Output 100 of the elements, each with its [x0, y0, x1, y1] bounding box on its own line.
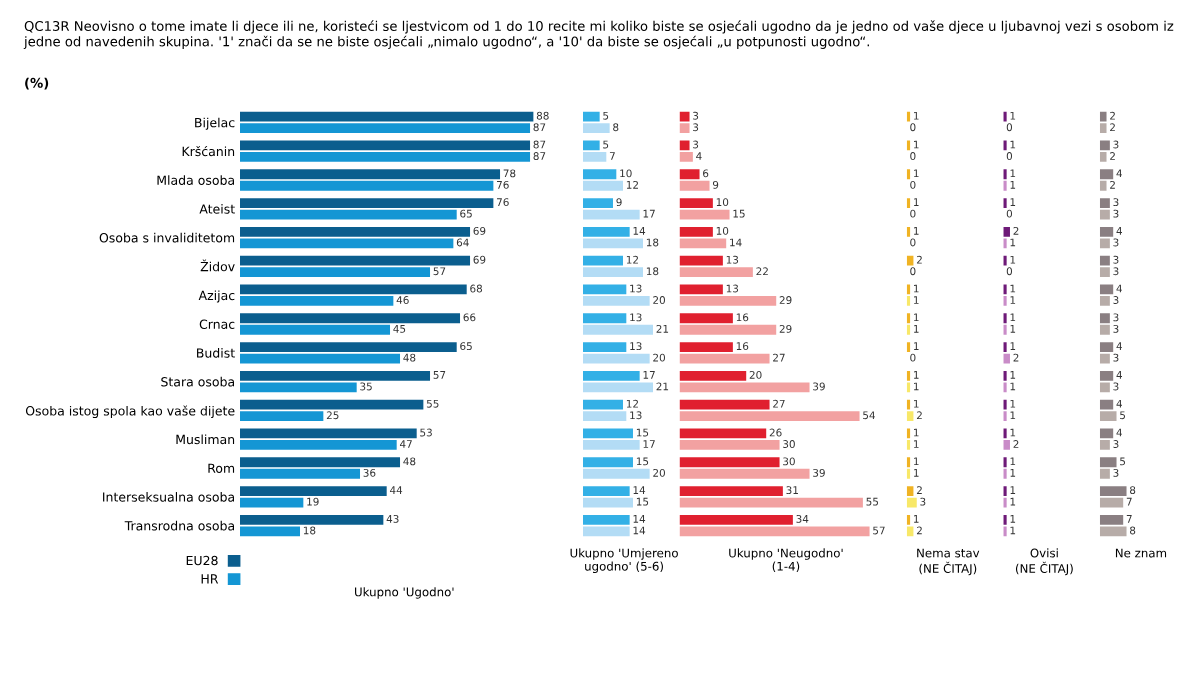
bar — [582, 342, 627, 352]
bar — [240, 486, 387, 496]
bar — [582, 284, 627, 295]
bar — [240, 428, 417, 439]
data-label: 3 — [1113, 324, 1119, 333]
data-label: 34 — [796, 514, 809, 523]
data-label: 3 — [1113, 255, 1119, 264]
bar — [240, 152, 531, 162]
data-label: 57 — [433, 371, 446, 379]
data-label: 10 — [716, 226, 729, 235]
data-label: 1 — [1010, 342, 1016, 350]
data-label: 18 — [646, 267, 659, 276]
data-label: 0 — [910, 238, 916, 247]
data-label: 0 — [910, 152, 916, 160]
bar — [240, 382, 357, 393]
bar — [240, 180, 494, 191]
bar — [1099, 226, 1114, 237]
bar — [679, 267, 753, 278]
bar — [679, 255, 723, 266]
data-label: 0 — [1006, 267, 1013, 276]
data-label: 1 — [1010, 255, 1016, 264]
bar — [1099, 209, 1110, 220]
data-label: 1 — [1010, 169, 1016, 178]
bar — [240, 313, 461, 324]
data-label: 5 — [1120, 457, 1126, 466]
data-label: 10 — [620, 169, 632, 178]
data-label: 1 — [914, 169, 919, 178]
data-label: 48 — [403, 353, 416, 362]
data-label: 4 — [1116, 227, 1123, 235]
bar — [1099, 152, 1107, 162]
bar — [679, 399, 770, 410]
data-label: 26 — [769, 428, 782, 437]
data-label: 4 — [1116, 399, 1123, 408]
data-label: 1 — [914, 284, 919, 293]
bar — [1099, 342, 1114, 352]
data-label: 2 — [916, 526, 922, 535]
data-label: 1 — [914, 111, 919, 120]
data-label: 1 — [1010, 371, 1016, 379]
bar — [679, 440, 780, 450]
data-label: 69 — [473, 255, 486, 264]
data-label: 35 — [360, 382, 372, 391]
bar — [240, 497, 304, 508]
bar — [240, 370, 431, 381]
bar — [582, 440, 640, 450]
y-tick-label: Budist — [197, 348, 235, 358]
bar — [240, 468, 361, 479]
data-label: 20 — [653, 468, 665, 477]
data-label: 13 — [630, 342, 642, 351]
y-tick-label: Židov — [200, 259, 235, 272]
data-label: 3 — [693, 123, 699, 132]
y-tick-label: Kršćanin — [182, 145, 235, 157]
data-label: 29 — [779, 324, 792, 333]
bar — [582, 140, 600, 151]
data-label: 20 — [749, 370, 762, 379]
bar — [1099, 123, 1107, 134]
data-label: 14 — [633, 526, 646, 535]
data-label: 16 — [736, 313, 749, 322]
data-label: 2 — [916, 255, 922, 264]
data-label: 57 — [873, 526, 885, 535]
data-label: 1 — [1010, 469, 1016, 477]
data-label: 4 — [1116, 342, 1123, 350]
data-label: 65 — [460, 209, 472, 218]
data-label: 9 — [712, 180, 719, 189]
bar — [1099, 382, 1110, 393]
data-label: 6 — [703, 169, 709, 178]
bar — [679, 382, 810, 393]
data-label: 12 — [626, 255, 638, 264]
bar — [679, 313, 733, 324]
y-tick-label: Transrodna osoba — [124, 520, 234, 531]
data-label: 47 — [399, 440, 412, 448]
data-label: 7 — [609, 152, 615, 160]
bar — [679, 226, 713, 237]
bar — [1099, 440, 1110, 450]
bar — [240, 209, 457, 220]
data-label: 25 — [326, 411, 339, 420]
data-label: 76 — [497, 180, 509, 189]
data-label: 13 — [630, 284, 642, 293]
data-label: 3 — [1113, 238, 1119, 247]
data-label: 1 — [1010, 238, 1016, 247]
data-label: 20 — [653, 296, 665, 304]
data-label: 66 — [463, 313, 476, 322]
legend-label: HR — [201, 574, 219, 584]
data-label: 76 — [497, 198, 509, 207]
y-tick-label: Azijac — [198, 290, 235, 303]
bar — [240, 526, 301, 537]
y-tick-label: Rom — [208, 463, 235, 473]
bar — [582, 428, 633, 439]
data-label: 1 — [1010, 296, 1016, 304]
data-label: 8 — [1130, 526, 1136, 535]
bar — [1099, 353, 1110, 364]
data-label: 3 — [1113, 468, 1119, 477]
data-label: 36 — [363, 468, 376, 477]
bar — [1099, 180, 1107, 191]
data-label: 3 — [693, 140, 699, 149]
data-label: 7 — [1126, 515, 1132, 523]
bar — [1099, 526, 1127, 537]
bar — [582, 399, 623, 410]
data-label: 87 — [533, 140, 546, 149]
data-label: 0 — [910, 209, 916, 218]
data-label: 17 — [643, 209, 655, 218]
